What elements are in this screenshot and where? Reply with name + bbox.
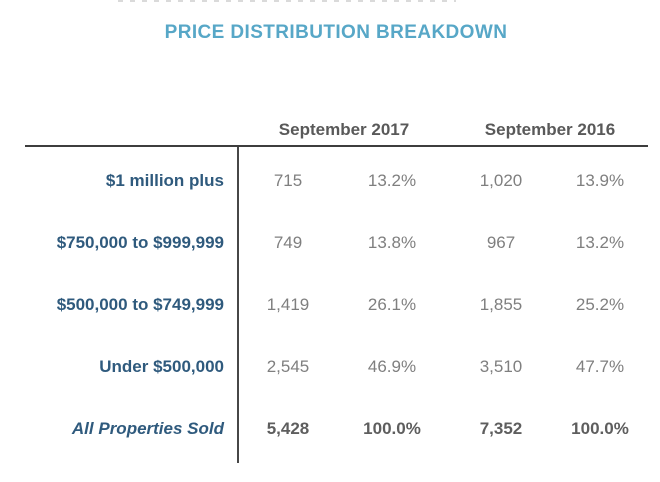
count-2016: 3,510	[479, 357, 523, 376]
percent-2016: 47.7%	[575, 357, 625, 376]
count-2017: 715	[273, 171, 303, 190]
percent-2016: 13.2%	[575, 233, 625, 252]
count-2017: 749	[273, 233, 303, 252]
page-title: PRICE DISTRIBUTION BREAKDOWN	[164, 22, 508, 43]
cropped-text-artifact	[118, 0, 456, 2]
price-distribution-table: $1 million plus 715 13.2% 1,020 13.9% $7…	[0, 150, 660, 460]
row-label: All Properties Sold	[71, 419, 224, 438]
percent-2017: 13.2%	[367, 171, 417, 190]
count-2017: 1,419	[266, 295, 310, 314]
table-row: $1 million plus 715 13.2% 1,020 13.9%	[0, 150, 660, 212]
percent-2017: 13.8%	[367, 233, 417, 252]
percent-2016: 25.2%	[575, 295, 625, 314]
percent-2016: 13.9%	[575, 171, 625, 190]
row-label: Under $500,000	[99, 357, 224, 376]
count-2016: 967	[486, 233, 516, 252]
table-row: $750,000 to $999,999 749 13.8% 967 13.2%	[0, 212, 660, 274]
count-2017: 2,545	[266, 357, 310, 376]
table-row: $500,000 to $749,999 1,419 26.1% 1,855 2…	[0, 274, 660, 336]
column-group-header-sept-2017: September 2017	[278, 120, 410, 139]
percent-2017: 46.9%	[367, 357, 417, 376]
row-label: $500,000 to $749,999	[56, 295, 224, 314]
row-label: $1 million plus	[105, 171, 224, 190]
percent-2016: 100.0%	[571, 419, 629, 438]
count-2017: 5,428	[266, 419, 310, 438]
header-divider-line	[25, 145, 648, 147]
table-total-row: All Properties Sold 5,428 100.0% 7,352 1…	[0, 398, 660, 460]
percent-2017: 26.1%	[367, 295, 417, 314]
table-row: Under $500,000 2,545 46.9% 3,510 47.7%	[0, 336, 660, 398]
count-2016: 7,352	[479, 419, 523, 438]
count-2016: 1,855	[479, 295, 523, 314]
count-2016: 1,020	[479, 171, 523, 190]
percent-2017: 100.0%	[363, 419, 421, 438]
column-group-header-sept-2016: September 2016	[484, 120, 616, 139]
label-column-divider-line	[237, 147, 239, 463]
row-label: $750,000 to $999,999	[56, 233, 224, 252]
